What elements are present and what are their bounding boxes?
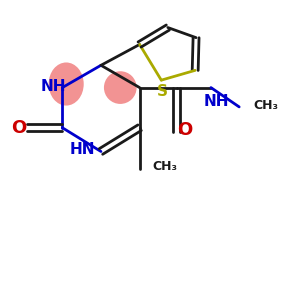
Text: O: O: [177, 121, 193, 139]
Text: CH₃: CH₃: [152, 160, 177, 173]
Text: HN: HN: [70, 142, 95, 157]
Text: S: S: [157, 84, 168, 99]
Text: NH: NH: [41, 79, 66, 94]
Text: NH: NH: [203, 94, 229, 110]
Ellipse shape: [49, 62, 84, 106]
Text: CH₃: CH₃: [254, 99, 278, 112]
Circle shape: [104, 71, 136, 104]
Text: O: O: [11, 119, 26, 137]
